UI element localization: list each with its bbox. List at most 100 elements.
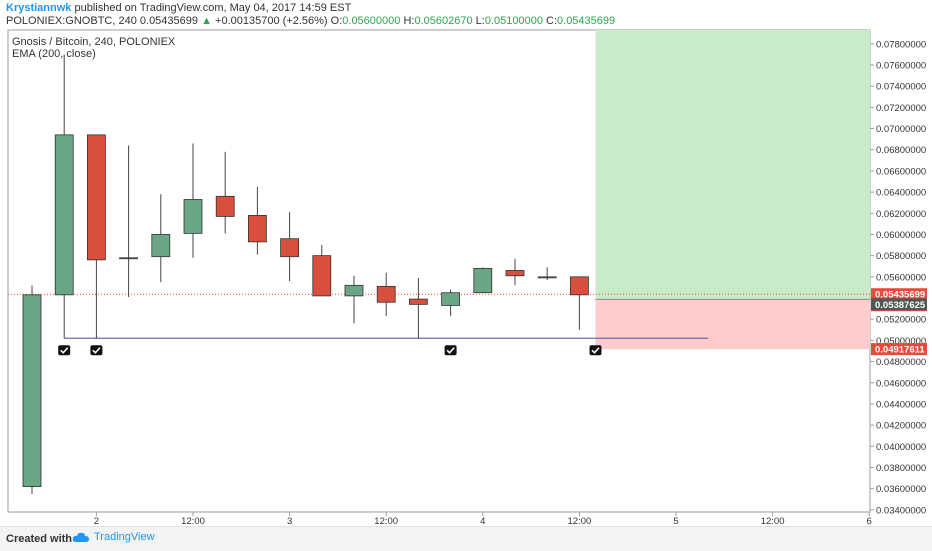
checkbox-icon[interactable]	[90, 345, 103, 356]
y-tick-label: 0.05800000	[876, 251, 926, 262]
y-tick-label: 0.07600000	[876, 60, 926, 71]
y-tick-label: 0.03400000	[876, 505, 926, 516]
y-tick-label: 0.06600000	[876, 166, 926, 177]
publish-line: Krystiannwk published on TradingView.com…	[6, 2, 351, 14]
indicator-legend: EMA (200, close)	[12, 48, 96, 60]
candle[interactable]	[87, 134, 106, 339]
x-tick-label: 12:00	[761, 516, 785, 526]
checkmark	[60, 347, 69, 354]
candle-body	[441, 292, 461, 306]
candle-body	[537, 276, 557, 279]
y-tick-label: 0.06800000	[876, 145, 926, 156]
tradingview-cloud-icon	[72, 532, 89, 542]
checkbox-icon[interactable]	[58, 345, 71, 356]
candle-body	[473, 267, 493, 294]
candle[interactable]	[441, 289, 461, 317]
y-tick-label: 0.07400000	[876, 82, 926, 93]
y-tick-label: 0.04600000	[876, 378, 926, 389]
low-label: L:	[475, 15, 485, 27]
checkmark	[446, 347, 455, 354]
ohlc-line: POLONIEX:GNOBTC, 240 0.05435699 ▲ +0.001…	[6, 15, 615, 27]
y-tick-label: 0.05000000	[876, 336, 926, 347]
tradingview-brand[interactable]: TradingView	[72, 531, 155, 543]
y-tick-label: 0.05200000	[876, 315, 926, 326]
candle-body	[408, 298, 428, 305]
candle[interactable]	[505, 258, 525, 286]
checkbox-box	[589, 345, 602, 356]
candle[interactable]	[119, 145, 138, 297]
candle-body	[54, 134, 74, 296]
x-tick-label: 2	[94, 516, 99, 526]
y-tick-label: 0.04000000	[876, 442, 926, 453]
y-tick-label: 0.07200000	[876, 103, 926, 114]
price-chart[interactable]: 0.07800000 0.07600000 0.07400000 0.07200000…	[0, 0, 932, 526]
y-tick-label: 0.05600000	[876, 272, 926, 283]
x-tick-label: 12:00	[181, 516, 205, 526]
candle[interactable]	[54, 54, 74, 339]
close-label: C:	[546, 15, 558, 27]
entry-price-tag-bg	[871, 298, 927, 311]
checkbox-box	[444, 345, 457, 356]
last-price-tag-bg	[871, 288, 927, 301]
y-tick-label: 0.06200000	[876, 209, 926, 220]
candle[interactable]	[376, 272, 396, 317]
candle-body	[376, 285, 396, 303]
last-price: 0.05435699	[139, 15, 199, 27]
high-value: 0.05602670	[414, 15, 473, 27]
stop-price-tag: 0.04917611	[871, 343, 927, 356]
y-tick-label: 0.07800000	[876, 39, 926, 50]
x-tick-label: 5	[673, 516, 678, 526]
checkmark	[92, 347, 101, 354]
candle[interactable]	[183, 143, 203, 258]
candle-body	[247, 214, 267, 243]
candle[interactable]	[312, 245, 332, 297]
open-label: O:	[330, 15, 343, 27]
low-value: 0.05100000	[484, 15, 543, 27]
candle[interactable]	[151, 194, 171, 283]
up-arrow-icon: ▲	[201, 15, 212, 27]
checkbox-box	[58, 345, 71, 356]
candle[interactable]	[473, 267, 493, 294]
chart-legend-title: Gnosis / Bitcoin, 240, POLONIEX	[12, 36, 176, 48]
candle-body	[215, 195, 235, 217]
entry-price-tag-text: 0.05387625	[875, 300, 926, 311]
candle-body	[570, 276, 589, 296]
candle[interactable]	[247, 186, 267, 255]
candle[interactable]	[570, 276, 589, 330]
candle[interactable]	[22, 285, 42, 494]
candle[interactable]	[215, 151, 235, 234]
y-tick-label: 0.06400000	[876, 188, 926, 199]
author-link[interactable]: Krystiannwk	[6, 2, 72, 14]
close-value: 0.05435699	[557, 15, 616, 27]
candle[interactable]	[408, 277, 428, 339]
candle[interactable]	[280, 212, 300, 282]
candle-body	[344, 284, 364, 297]
candle[interactable]	[344, 275, 364, 324]
y-tick-label: 0.04800000	[876, 357, 926, 368]
change-text: +0.00135700 (+2.56%)	[215, 15, 328, 27]
y-tick-label: 0.03600000	[876, 484, 926, 495]
candle[interactable]	[537, 267, 557, 281]
checkbox-icon[interactable]	[589, 345, 602, 356]
checkmark	[591, 347, 600, 354]
y-tick-label: 0.06000000	[876, 230, 926, 241]
checkbox-icon[interactable]	[444, 345, 457, 356]
target-zone[interactable]	[595, 30, 871, 300]
x-tick-label: 3	[287, 516, 292, 526]
candle-body	[312, 255, 332, 297]
high-label: H:	[403, 15, 415, 27]
y-tick-label: 0.03800000	[876, 463, 926, 474]
stop-zone[interactable]	[595, 299, 871, 350]
candle-body	[87, 134, 106, 261]
entry-price-tag: 0.05387625	[871, 298, 927, 311]
x-tick-label: 12:00	[568, 516, 592, 526]
x-tick-label: 6	[867, 516, 872, 526]
y-tick-label: 0.04400000	[876, 399, 926, 410]
y-tick-label: 0.04200000	[876, 421, 926, 432]
created-with-label: Created with	[6, 533, 73, 545]
checkbox-box	[90, 345, 103, 356]
last-price-tag: 0.05435699	[871, 288, 927, 301]
x-tick-label: 12:00	[374, 516, 398, 526]
candle-body	[280, 238, 300, 258]
tradingview-brand-label: TradingView	[94, 531, 155, 543]
